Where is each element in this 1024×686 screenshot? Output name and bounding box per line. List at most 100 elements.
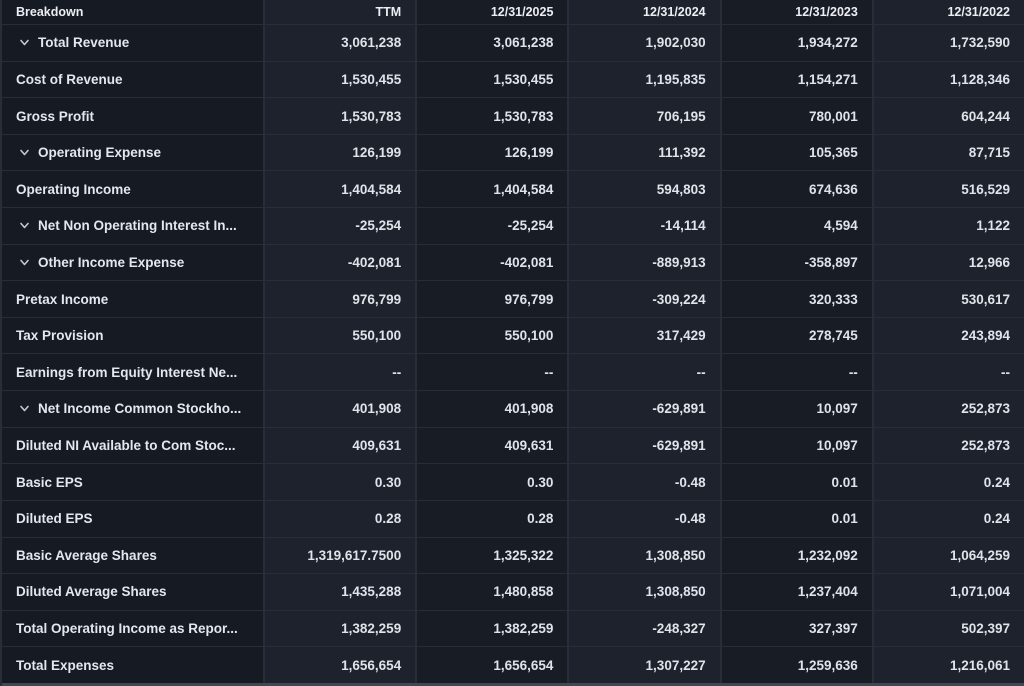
cell-value-2024: -248,327 [569, 610, 722, 647]
cell-value-2025: -25,254 [417, 208, 570, 244]
cell-value-2025: 976,799 [417, 281, 570, 317]
cell-value-2023: 1,934,272 [721, 25, 874, 61]
table-header-row: Breakdown TTM 12/31/2025 12/31/2024 12/3… [2, 0, 1024, 25]
cell-value-2024: 706,195 [569, 98, 722, 134]
chevron-down-icon[interactable] [19, 220, 30, 231]
cell-value-ttm: 1,435,288 [265, 574, 418, 610]
row-label: Total Revenue [38, 35, 130, 51]
row-label: Earnings from Equity Interest Ne... [16, 364, 238, 380]
row-label: Net Income Common Stockho... [38, 401, 242, 417]
row-label-cell[interactable]: Other Income Expense [2, 244, 265, 281]
row-label: Diluted Average Shares [16, 584, 167, 600]
cell-value-2023: 1,232,092 [721, 537, 874, 574]
row-label-cell[interactable]: Total Expenses [2, 647, 265, 683]
row-label-cell[interactable]: Pretax Income [2, 281, 265, 317]
cell-value-ttm: 409,631 [265, 427, 418, 464]
cell-value-2024: -0.48 [569, 464, 722, 500]
table-row: Pretax Income 976,799 976,799 -309,224 3… [2, 281, 1024, 318]
table-row: Cost of Revenue 1,530,455 1,530,455 1,19… [2, 61, 1024, 99]
row-label: Diluted NI Available to Com Stoc... [16, 438, 236, 453]
row-label-cell[interactable]: Basic EPS [2, 464, 265, 500]
cell-value-ttm: -25,254 [265, 208, 418, 244]
cell-value-2022: 0.24 [873, 464, 1024, 500]
column-header-ttm: TTM [265, 0, 418, 24]
cell-value-2024: 1,307,227 [569, 647, 722, 683]
cell-value-2022: 1,128,346 [873, 61, 1024, 98]
cell-value-ttm: -402,081 [265, 244, 418, 281]
table-row: Gross Profit 1,530,783 1,530,783 706,195… [2, 98, 1024, 135]
cell-value-ttm: 0.28 [265, 500, 418, 537]
row-label-cell[interactable]: Earnings from Equity Interest Ne... [2, 354, 265, 391]
table-row: Net Income Common Stockho... 401,908 401… [2, 391, 1024, 428]
cell-value-ttm: 976,799 [265, 281, 418, 317]
row-label-cell[interactable]: Total Operating Income as Repor... [2, 610, 265, 647]
cell-value-2024: 1,902,030 [569, 25, 722, 61]
table-row: Total Expenses 1,656,654 1,656,654 1,307… [2, 647, 1024, 683]
cell-value-2022: 604,244 [873, 98, 1024, 134]
cell-value-2022: 252,873 [873, 391, 1024, 427]
table-row: Other Income Expense -402,081 -402,081 -… [2, 244, 1024, 282]
cell-value-2024: 317,429 [569, 317, 722, 354]
cell-value-2023: -358,897 [721, 244, 874, 281]
row-label-cell[interactable]: Total Revenue [2, 25, 265, 61]
cell-value-2023: 1,237,404 [721, 574, 874, 610]
cell-value-2025: 1,656,654 [417, 647, 570, 683]
cell-value-ttm: 1,530,783 [265, 98, 418, 134]
cell-value-2024: -629,891 [569, 391, 722, 427]
row-label: Gross Profit [16, 108, 95, 124]
cell-value-ttm: 126,199 [265, 134, 418, 171]
cell-value-2025: -402,081 [417, 244, 570, 281]
cell-value-2023: -- [721, 354, 874, 391]
cell-value-ttm: 0.30 [265, 464, 418, 500]
row-label-cell[interactable]: Diluted EPS [2, 500, 265, 537]
table-row: Basic Average Shares 1,319,617.7500 1,32… [2, 537, 1024, 575]
cell-value-2023: 0.01 [721, 500, 874, 537]
row-label-cell[interactable]: Operating Expense [2, 134, 265, 171]
cell-value-2023: 1,259,636 [721, 647, 874, 683]
cell-value-ttm: -- [265, 354, 418, 391]
row-label-cell[interactable]: Diluted NI Available to Com Stoc... [2, 427, 265, 464]
cell-value-2023: 278,745 [721, 317, 874, 354]
row-label-cell[interactable]: Gross Profit [2, 98, 265, 134]
row-label-cell[interactable]: Basic Average Shares [2, 537, 265, 574]
cell-value-2023: 674,636 [721, 171, 874, 208]
cell-value-2025: 0.30 [417, 464, 570, 500]
table-row: Earnings from Equity Interest Ne... -- -… [2, 354, 1024, 392]
cell-value-2023: 10,097 [721, 427, 874, 464]
cell-value-2022: 1,071,004 [873, 574, 1024, 610]
table-row: Total Operating Income as Repor... 1,382… [2, 610, 1024, 648]
row-label-cell[interactable]: Net Income Common Stockho... [2, 391, 265, 427]
cell-value-2023: 10,097 [721, 391, 874, 427]
cell-value-2024: -0.48 [569, 500, 722, 537]
table-row: Total Revenue 3,061,238 3,061,238 1,902,… [2, 25, 1024, 62]
chevron-down-icon[interactable] [19, 147, 30, 158]
column-header-2022: 12/31/2022 [873, 0, 1024, 24]
chevron-down-icon[interactable] [19, 403, 30, 414]
cell-value-2022: 1,732,590 [873, 25, 1024, 61]
row-label-cell[interactable]: Cost of Revenue [2, 61, 265, 98]
cell-value-ttm: 1,382,259 [265, 610, 418, 647]
cell-value-2025: 1,404,584 [417, 171, 570, 208]
cell-value-2025: 0.28 [417, 500, 570, 537]
cell-value-2022: 502,397 [873, 610, 1024, 647]
cell-value-2023: 780,001 [721, 98, 874, 134]
column-header-2024: 12/31/2024 [569, 0, 722, 24]
horizontal-scrollbar[interactable] [2, 683, 1024, 686]
row-label-cell[interactable]: Tax Provision [2, 317, 265, 354]
cell-value-2022: 1,122 [873, 208, 1024, 244]
cell-value-2025: 1,382,259 [417, 610, 570, 647]
row-label-cell[interactable]: Operating Income [2, 171, 265, 208]
row-label-cell[interactable]: Diluted Average Shares [2, 574, 265, 610]
row-label: Cost of Revenue [16, 71, 123, 87]
cell-value-2024: -- [569, 354, 722, 391]
cell-value-2023: 105,365 [721, 134, 874, 171]
cell-value-2024: -889,913 [569, 244, 722, 281]
row-label: Operating Income [16, 181, 131, 197]
chevron-down-icon[interactable] [19, 257, 30, 268]
cell-value-ttm: 1,319,617.7500 [265, 537, 418, 574]
row-label-cell[interactable]: Net Non Operating Interest In... [2, 208, 265, 244]
cell-value-ttm: 1,530,455 [265, 61, 418, 98]
cell-value-ttm: 1,656,654 [265, 647, 418, 683]
chevron-down-icon[interactable] [19, 37, 30, 48]
cell-value-2022: 243,894 [873, 317, 1024, 354]
